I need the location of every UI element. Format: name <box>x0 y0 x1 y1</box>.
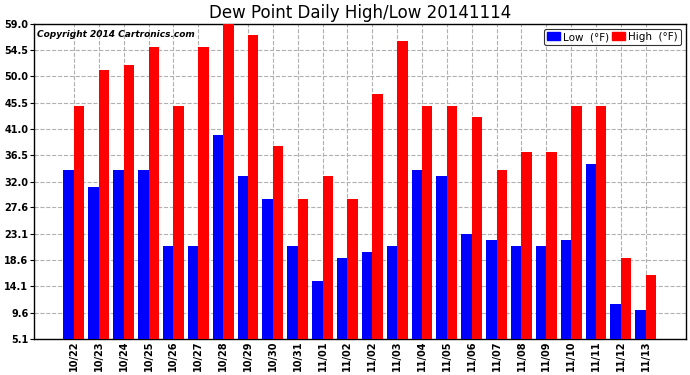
Bar <box>248 35 258 369</box>
Bar <box>213 135 223 369</box>
Bar <box>198 47 208 369</box>
Legend: Low  (°F), High  (°F): Low (°F), High (°F) <box>544 29 680 45</box>
Bar <box>312 281 322 369</box>
Bar <box>99 70 109 369</box>
Bar <box>621 258 631 369</box>
Bar <box>586 164 596 369</box>
Bar <box>148 47 159 369</box>
Bar <box>422 106 433 369</box>
Bar <box>223 24 233 369</box>
Bar <box>322 176 333 369</box>
Bar <box>188 246 198 369</box>
Bar <box>635 310 646 369</box>
Bar <box>347 199 358 369</box>
Bar <box>362 252 373 369</box>
Bar <box>138 170 148 369</box>
Bar <box>386 246 397 369</box>
Bar <box>436 176 447 369</box>
Bar <box>497 170 507 369</box>
Bar <box>646 275 656 369</box>
Bar <box>337 258 347 369</box>
Bar <box>163 246 173 369</box>
Bar <box>561 240 571 369</box>
Text: Copyright 2014 Cartronics.com: Copyright 2014 Cartronics.com <box>37 30 195 39</box>
Bar <box>173 106 184 369</box>
Bar <box>373 94 383 369</box>
Title: Dew Point Daily High/Low 20141114: Dew Point Daily High/Low 20141114 <box>208 4 511 22</box>
Bar <box>262 199 273 369</box>
Bar <box>63 170 74 369</box>
Bar <box>287 246 297 369</box>
Bar <box>472 117 482 369</box>
Bar <box>522 152 532 369</box>
Bar <box>447 106 457 369</box>
Bar <box>411 170 422 369</box>
Bar <box>124 64 134 369</box>
Bar <box>297 199 308 369</box>
Bar <box>596 106 607 369</box>
Bar <box>237 176 248 369</box>
Bar <box>486 240 497 369</box>
Bar <box>88 188 99 369</box>
Bar <box>462 234 472 369</box>
Bar <box>511 246 522 369</box>
Bar <box>273 147 284 369</box>
Bar <box>536 246 546 369</box>
Bar <box>113 170 124 369</box>
Bar <box>611 304 621 369</box>
Bar <box>74 106 84 369</box>
Bar <box>397 41 408 369</box>
Bar <box>571 106 582 369</box>
Bar <box>546 152 557 369</box>
